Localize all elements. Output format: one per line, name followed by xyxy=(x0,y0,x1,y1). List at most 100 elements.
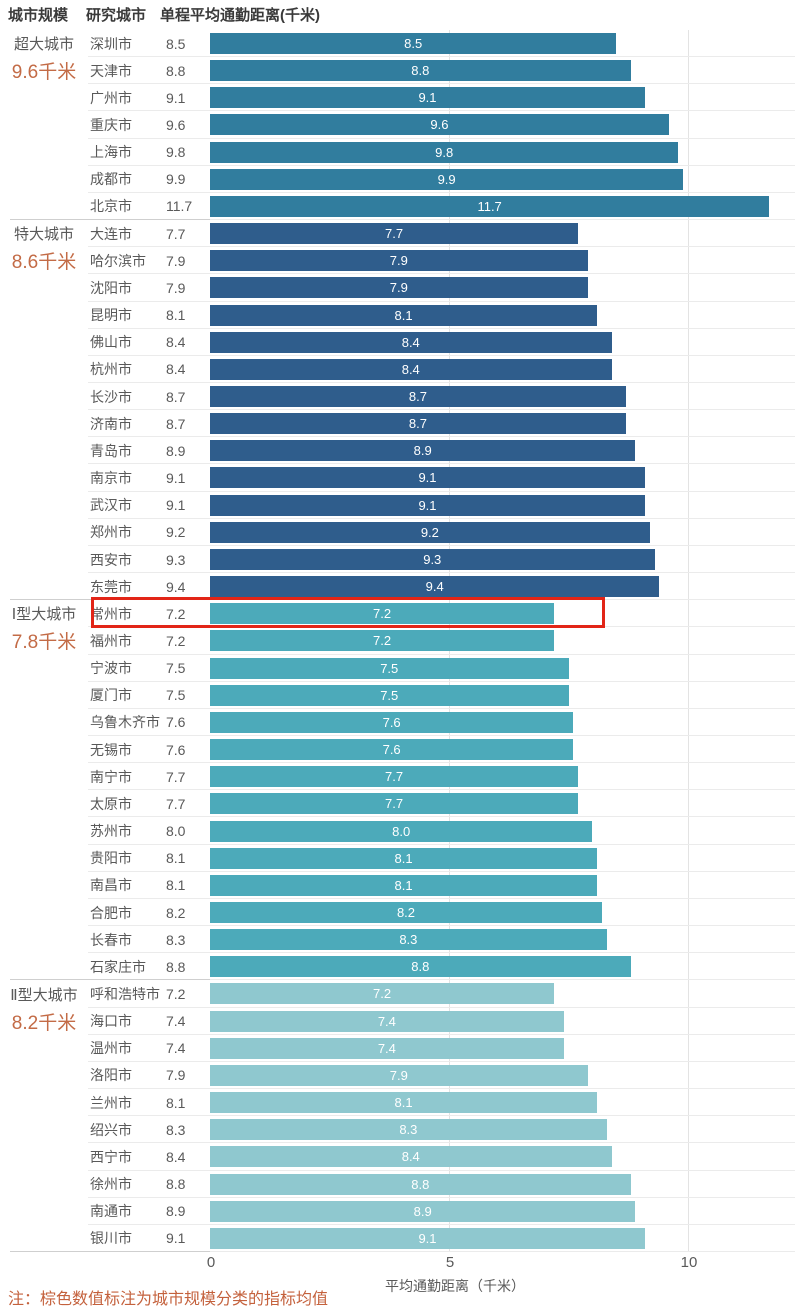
bar-广州市: 9.1 xyxy=(210,87,645,109)
bar-青岛市: 8.9 xyxy=(210,440,636,462)
column-header-city-scale: 城市规模 xyxy=(8,7,69,24)
bar-银川市: 9.1 xyxy=(210,1227,645,1249)
bar-value-label: 7.4 xyxy=(377,1013,396,1029)
row-separator xyxy=(88,707,795,709)
bar-洛阳市: 7.9 xyxy=(210,1064,588,1086)
bar-value-label: 8.8 xyxy=(411,63,430,79)
bar-value-label: 7.9 xyxy=(389,253,408,269)
city-name-label: 哈尔滨市 xyxy=(90,252,146,269)
chart-row: 长沙市 8.7 8.7 xyxy=(0,383,800,411)
city-name-label: 南昌市 xyxy=(90,877,132,894)
city-value-label: 8.4 xyxy=(166,1148,186,1165)
row-separator xyxy=(88,110,795,112)
chart-row: 银川市 9.1 9.1 xyxy=(0,1225,800,1252)
city-value-label: 8.0 xyxy=(166,823,186,840)
chart-row: 太原市 7.7 7.7 xyxy=(0,790,800,818)
bar-value-label: 8.3 xyxy=(399,1122,418,1138)
bar-无锡市: 7.6 xyxy=(210,739,574,761)
group-separator xyxy=(10,979,210,981)
bar-海口市: 7.4 xyxy=(210,1010,564,1032)
chart-row: 南宁市 7.7 7.7 xyxy=(0,763,800,791)
city-name-label: 沈阳市 xyxy=(90,279,132,296)
bar-大连市: 7.7 xyxy=(210,223,579,245)
bar-南通市: 8.9 xyxy=(210,1200,636,1222)
city-value-label: 8.3 xyxy=(166,1121,186,1138)
city-name-label: 太原市 xyxy=(90,795,132,812)
bar-西安市: 9.3 xyxy=(210,548,655,570)
city-value-label: 7.7 xyxy=(166,795,186,812)
bar-value-label: 7.9 xyxy=(389,280,408,296)
row-separator xyxy=(88,219,795,221)
bar-兰州市: 8.1 xyxy=(210,1092,598,1114)
bar-value-label: 9.9 xyxy=(437,171,456,187)
city-value-label: 8.1 xyxy=(166,877,186,894)
bar-value-label: 8.7 xyxy=(408,389,427,405)
city-value-label: 8.9 xyxy=(166,1203,186,1220)
row-separator xyxy=(88,1088,795,1090)
bar-value-label: 9.8 xyxy=(435,144,454,160)
bar-value-label: 7.7 xyxy=(384,769,404,785)
city-name-label: 贵阳市 xyxy=(90,850,132,867)
bar-贵阳市: 8.1 xyxy=(210,847,598,869)
x-tick-label-5: 5 xyxy=(445,1254,455,1271)
bar-value-label: 8.1 xyxy=(394,877,413,893)
bar-成都市: 9.9 xyxy=(210,168,684,190)
bar-深圳市: 8.5 xyxy=(210,33,617,54)
bar-温州市: 7.4 xyxy=(210,1037,564,1059)
bar-value-label: 9.1 xyxy=(418,497,437,513)
bar-苏州市: 8.0 xyxy=(210,820,593,842)
chart-row: 佛山市 8.4 8.4 xyxy=(0,329,800,356)
chart-row: 福州市 7.2 7.2 xyxy=(0,627,800,655)
row-separator xyxy=(88,1196,795,1198)
chart-row: 哈尔滨市 7.9 7.9 xyxy=(0,247,800,275)
city-name-label: 深圳市 xyxy=(90,35,132,52)
city-value-label: 7.4 xyxy=(166,1013,186,1030)
chart-row: 沈阳市 7.9 7.9 xyxy=(0,274,800,302)
row-separator xyxy=(88,870,795,872)
bar-value-label: 8.9 xyxy=(413,443,432,459)
bar-value-label: 7.6 xyxy=(382,742,401,758)
bar-value-label: 9.3 xyxy=(423,551,442,567)
bar-value-label: 8.0 xyxy=(392,823,411,839)
row-separator xyxy=(88,572,795,574)
chart-row: 重庆市 9.6 9.6 xyxy=(0,111,800,139)
city-name-label: 南宁市 xyxy=(90,768,132,785)
chart-row: 武汉市 9.1 9.1 xyxy=(0,492,800,519)
city-name-label: 银川市 xyxy=(90,1230,132,1247)
row-separator xyxy=(88,1115,795,1117)
city-value-label: 8.1 xyxy=(166,307,186,324)
city-name-label: 佛山市 xyxy=(90,334,132,351)
x-axis: 0 5 10 xyxy=(0,1254,800,1274)
city-name-label: 苏州市 xyxy=(90,823,132,840)
city-name-label: 无锡市 xyxy=(90,741,132,758)
city-value-label: 8.4 xyxy=(166,334,186,351)
bar-value-label: 11.7 xyxy=(477,198,502,214)
row-separator xyxy=(88,246,795,248)
row-separator xyxy=(88,327,795,329)
city-value-label: 7.6 xyxy=(166,714,186,731)
group-name-label: Ⅱ型大城市 xyxy=(10,986,78,1004)
city-name-label: 上海市 xyxy=(90,144,132,161)
bar-value-label: 7.2 xyxy=(373,986,392,1002)
row-separator xyxy=(88,490,795,492)
chart-row: 青岛市 8.9 8.9 xyxy=(0,437,800,465)
row-separator xyxy=(88,762,795,764)
highlight-box xyxy=(91,597,605,629)
city-value-label: 7.5 xyxy=(166,660,186,677)
city-value-label: 9.6 xyxy=(166,117,186,134)
row-separator xyxy=(88,843,795,845)
bar-石家庄市: 8.8 xyxy=(210,956,631,978)
chart-row: 南京市 9.1 9.1 xyxy=(0,464,800,492)
bar-杭州市: 8.4 xyxy=(210,358,612,380)
gridline-x-10 xyxy=(688,30,689,1252)
chart-row: 西宁市 8.4 8.4 xyxy=(0,1143,800,1171)
x-tick-label-10: 10 xyxy=(680,1254,698,1271)
bar-value-label: 8.8 xyxy=(411,959,430,975)
bar-呼和浩特市: 7.2 xyxy=(210,983,555,1005)
city-value-label: 9.1 xyxy=(166,470,186,487)
row-separator xyxy=(88,653,795,655)
row-separator xyxy=(88,1223,795,1225)
chart-row: 郑州市 9.2 9.2 xyxy=(0,519,800,546)
row-separator xyxy=(88,544,795,546)
